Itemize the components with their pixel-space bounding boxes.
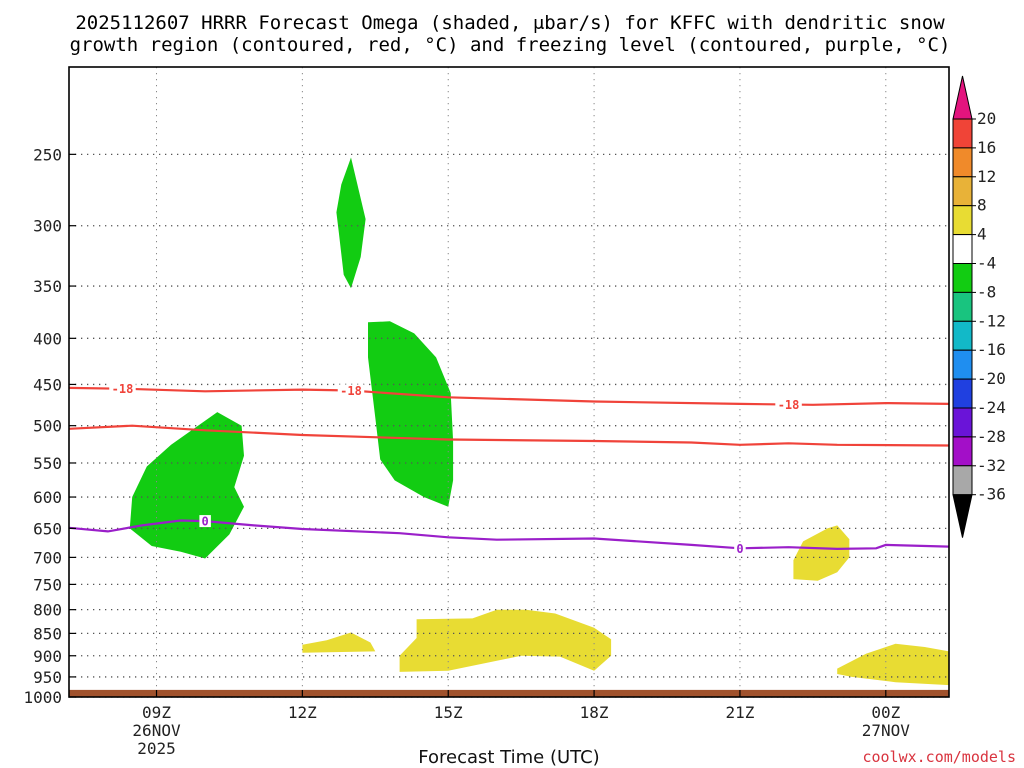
grid (69, 67, 949, 698)
colorbar-label-11: -24 (977, 398, 1006, 417)
y-tick-label-1000: 1000 (23, 688, 62, 707)
colorbar-label-3: 12 (977, 167, 996, 186)
y-tick-label-650: 650 (33, 519, 62, 538)
colorbar-label-5: 4 (977, 225, 987, 244)
y-tick-label-250: 250 (33, 145, 62, 164)
y-tick-label-950: 950 (33, 668, 62, 687)
dgz-top-minus18-label-2: -18 (340, 384, 362, 398)
colorbar-bin-5 (952, 234, 973, 265)
colorbar-top-arrow (952, 75, 973, 120)
colorbar-bin-10 (952, 378, 973, 409)
chart-title-line-1: 2025112607 HRRR Forecast Omega (shaded, … (75, 12, 945, 34)
x-tick-label-18Z: 18Z (580, 703, 609, 722)
dgz-top-minus18-label-1: -18 (112, 382, 134, 396)
dgz-top-minus18-label-bg-2 (337, 384, 365, 397)
contour-lines: -18 -18 -18 0 0 (69, 382, 949, 556)
freezing-level-0C-label-1: 0 (202, 515, 209, 529)
plot-area: -18 -18 -18 0 0 250 300 350 400 450 500 550 600 650 70… (23, 66, 950, 758)
x-tick-label-21Z: 21Z (725, 703, 754, 722)
colorbar-bin-11 (952, 407, 973, 438)
colorbar-bin-2 (952, 147, 973, 178)
freezing-level-0C (69, 519, 949, 551)
y-tick-label-350: 350 (33, 277, 62, 296)
upward-motion-600hPa (129, 412, 244, 559)
y-tick-label-700: 700 (33, 548, 62, 567)
colorbar-label-13: -32 (977, 456, 1006, 475)
credit-text: coolwx.com/models (862, 748, 1016, 766)
y-tick-label-400: 400 (33, 329, 62, 348)
colorbar-label-4: 8 (977, 196, 987, 215)
colorbar-label-2: 16 (977, 138, 996, 157)
colorbar-label-1: 20 (977, 109, 996, 128)
upward-motion-300hPa (336, 157, 366, 289)
colorbar-label-7: -8 (977, 282, 996, 301)
downward-motion-900hPa (399, 609, 612, 672)
y-tick-label-500: 500 (33, 417, 62, 436)
colorbar-bottom-arrow (952, 494, 973, 538)
downward-motion-875hPa (302, 632, 376, 653)
x-tick-year-09Z: 2025 (137, 739, 176, 758)
colorbar-bin-6 (952, 263, 973, 293)
colorbar-label-6: -4 (977, 254, 996, 273)
chart-title-line-2: growth region (contoured, red, °C) and f… (70, 34, 951, 56)
downward-motion-940hPa (837, 643, 949, 686)
dgz-bottom-minus12 (69, 424, 949, 447)
x-tick-label-15Z: 15Z (434, 703, 463, 722)
colorbar-bin-13 (952, 465, 973, 496)
colorbar-bin-3 (952, 176, 973, 207)
shaded-areas (129, 157, 949, 686)
colorbar-label-12: -28 (977, 427, 1006, 446)
colorbar-bin-7 (952, 291, 973, 322)
colorbar-bin-12 (952, 436, 973, 467)
colorbar-bin-4 (952, 205, 973, 236)
colorbar-label-9: -16 (977, 340, 1006, 359)
x-axis-label: Forecast Time (UTC) (418, 747, 599, 768)
dgz-top-minus18 (69, 386, 949, 406)
ground-surface (69, 689, 949, 697)
freezing-level-0C-label-2: 0 (736, 542, 743, 556)
upward-motion-450hPa (368, 321, 454, 507)
y-axis: 250 300 350 400 450 500 550 600 650 700 750 800 850 9… (23, 145, 76, 707)
y-tick-label-800: 800 (33, 601, 62, 620)
dgz-top-minus18-label-bg-3 (775, 398, 802, 411)
y-tick-label-900: 900 (33, 647, 62, 666)
y-tick-label-600: 600 (33, 488, 62, 507)
plot-frame (68, 66, 950, 698)
y-tick-label-550: 550 (33, 454, 62, 473)
x-tick-date-00Z: 27NOV (862, 721, 911, 740)
y-tick-label-300: 300 (33, 217, 62, 236)
x-tick-label-12Z: 12Z (288, 703, 317, 722)
y-tick-label-850: 850 (33, 624, 62, 643)
colorbar-bin-1 (952, 118, 973, 149)
colorbar-label-8: -12 (977, 311, 1006, 330)
colorbar-bin-9 (952, 349, 973, 380)
colorbar: 20 16 12 8 4 -4 -8 -12 -16 -20 -24 -28 -32 -36 (952, 75, 1006, 538)
colorbar-label-14: -36 (977, 485, 1006, 504)
x-tick-date-09Z: 26NOV (132, 721, 181, 740)
colorbar-label-10: -20 (977, 369, 1006, 388)
dgz-top-minus18-label-3: -18 (778, 398, 800, 412)
dgz-top-minus18-label-bg-1 (109, 382, 136, 395)
y-tick-label-750: 750 (33, 575, 62, 594)
x-tick-label-00Z: 00Z (871, 703, 900, 722)
downward-motion-690hPa (793, 525, 850, 581)
y-tick-label-450: 450 (33, 375, 62, 394)
colorbar-bin-8 (952, 320, 973, 351)
x-tick-label-09Z: 09Z (142, 703, 171, 722)
freezing-level-0C-label-bg-1 (199, 515, 211, 528)
freezing-level-0C-label-bg-2 (734, 542, 746, 555)
